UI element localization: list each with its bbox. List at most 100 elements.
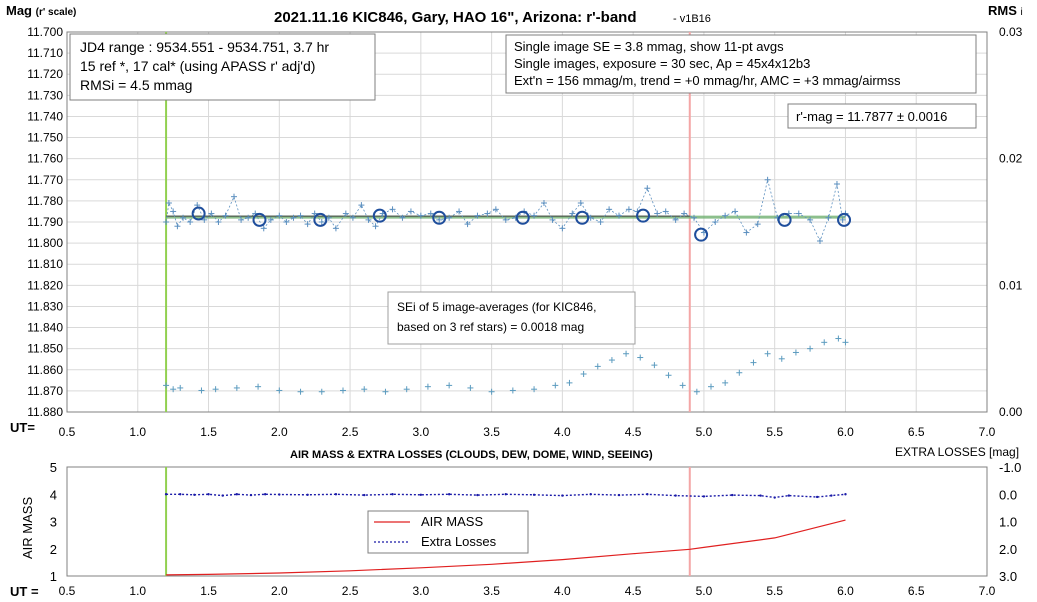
single-image-point [407, 208, 414, 215]
average-circle [191, 206, 206, 221]
top-y-tick-label: 11.880 [27, 405, 63, 419]
bottom-x-tick-label: 5.5 [766, 584, 783, 598]
extra-losses-point [731, 493, 734, 497]
bottom-y-tick-labels: 5 4 3 2 1 [50, 460, 57, 584]
info-left-line2: 15 ref *, 17 cal* (using APASS r' adj'd) [80, 58, 315, 74]
bottom-x-tick-label: 1.0 [129, 584, 146, 598]
single-image-point [290, 214, 297, 221]
y-axis-label-main: Mag [6, 3, 32, 18]
single-image-point [606, 206, 613, 213]
single-image-point [712, 219, 719, 225]
legend-label-extra-losses: Extra Losses [421, 534, 497, 549]
top-y-tick-label: 11.710 [27, 46, 63, 60]
rms-point [637, 354, 644, 361]
sei-note-line1: SEi of 5 image-averages (for KIC846, [397, 300, 596, 314]
single-image-point [174, 223, 181, 230]
version-label: - v1B16 [673, 13, 711, 25]
top-x-tick-label: 2.5 [342, 425, 359, 439]
average-circle [252, 212, 267, 227]
extra-losses-point [306, 493, 309, 496]
rms-point [835, 335, 842, 342]
rms-point [297, 388, 304, 395]
single-image-point [389, 206, 396, 213]
single-image-point [436, 216, 443, 223]
bottom-x-tick-labels: 0.5 1.0 1.5 2.0 2.5 3.0 3.5 4.0 4.5 5.0 5.5 6.0 6.5 7… [59, 584, 996, 598]
rms-point [778, 355, 785, 362]
rms-point [608, 357, 615, 364]
single-image-point [839, 216, 846, 223]
single-image-point [502, 216, 509, 223]
single-image-point [577, 200, 584, 206]
single-image-point [222, 212, 229, 219]
single-image-point [559, 225, 566, 232]
single-image-point [672, 216, 679, 223]
extra-losses-point [787, 494, 791, 497]
airmass-line [166, 519, 846, 576]
extra-losses-point [447, 493, 451, 496]
top-y-tick-labels: 11.700 11.710 11.720 11.730 11.740 11.750 11.7… [27, 25, 63, 419]
top-y-tick-label: 11.780 [27, 194, 63, 208]
extra-losses-point [221, 494, 224, 497]
single-image-point [464, 221, 471, 228]
extra-losses-point [193, 493, 196, 496]
top-y-tick-label: 11.820 [27, 278, 63, 292]
average-circle [313, 212, 328, 227]
extra-losses-point [646, 493, 649, 496]
average-circle [837, 212, 852, 227]
bottom-y2-label: EXTRA LOSSES [mag] [895, 445, 1019, 459]
bottom-x-tick-label: 4.0 [554, 584, 571, 598]
extra-losses-point [334, 493, 338, 496]
single-image-point [163, 219, 170, 225]
bottom-x-tick-label: 6.5 [908, 584, 925, 598]
single-image-point [417, 212, 424, 219]
average-circles-series [191, 206, 852, 242]
rms-point [177, 384, 184, 391]
single-image-point [807, 216, 814, 223]
sei-note-box [387, 291, 636, 345]
top-x-tick-label: 4.5 [625, 425, 642, 439]
single-image-point [644, 185, 651, 192]
single-image-point [456, 208, 463, 215]
single-image-point [569, 210, 576, 217]
extra-losses-point [179, 493, 182, 496]
top-y-tick-label: 11.830 [27, 299, 63, 313]
average-circle [575, 210, 590, 225]
single-image-point [654, 210, 661, 217]
rms-point [212, 386, 219, 393]
bottom-x-tick-label: 6.0 [837, 584, 854, 598]
top-x-tick-label: 7.0 [979, 425, 996, 439]
legend-label-airmass: AIR MASS [421, 514, 483, 529]
average-circle [372, 208, 387, 223]
bottom-vertical-markers [165, 467, 691, 576]
extra-losses-point [773, 496, 776, 499]
single-image-point [365, 216, 372, 223]
y-axis-label-sub: (r' scale) [36, 7, 77, 18]
top-x-tick-label: 3.0 [413, 425, 430, 439]
extra-losses-point [617, 493, 621, 497]
info-left-line1: JD4 range : 9534.551 - 9534.751, 3.7 hr [80, 39, 329, 55]
rms-point [651, 362, 658, 369]
average-circle [777, 212, 792, 227]
bottom-y2-tick-label: 2.0 [999, 542, 1017, 557]
top-x-tick-label: 0.5 [59, 425, 76, 439]
bottom-y-tick-label: 2 [50, 542, 57, 557]
single-image-point [474, 212, 481, 219]
bottom-y-tick-label: 3 [50, 515, 57, 530]
single-image-point [276, 212, 283, 219]
single-image-point [318, 219, 325, 225]
bottom-x-tick-label: 2.0 [271, 584, 288, 598]
rms-point [318, 388, 325, 395]
rms-point [424, 383, 431, 390]
rms-series [163, 335, 849, 395]
single-image-point [187, 219, 194, 225]
top-y-tick-label: 11.760 [27, 152, 63, 166]
y2-axis-label-sub: i [1021, 7, 1023, 18]
single-image-point [170, 208, 177, 215]
single-image-point [297, 212, 304, 219]
bottom-x-tick-label: 1.5 [200, 584, 217, 598]
bottom-y-tick-label: 1 [50, 569, 57, 584]
top-plot-frame [66, 31, 988, 413]
rms-point [842, 339, 849, 346]
single-image-point [260, 225, 267, 232]
rms-point [665, 372, 672, 379]
